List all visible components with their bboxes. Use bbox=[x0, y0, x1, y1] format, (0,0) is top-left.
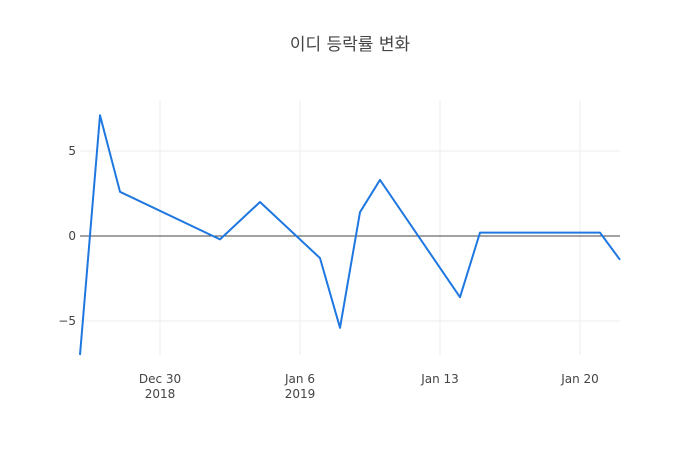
grid-layer bbox=[80, 100, 620, 355]
x-tick-label: Dec 30 bbox=[139, 372, 181, 386]
series-line bbox=[79, 114, 621, 356]
x-tick-sublabel: 2018 bbox=[145, 387, 176, 401]
x-tick-label: Jan 20 bbox=[560, 372, 599, 386]
x-tick-label: Jan 6 bbox=[284, 372, 315, 386]
series-layer bbox=[79, 114, 621, 356]
chart-title: 이디 등락률 변화 bbox=[289, 35, 411, 55]
y-tick-label: 0 bbox=[68, 229, 76, 243]
y-tick-label: 5 bbox=[68, 144, 76, 158]
x-tick-sublabel: 2019 bbox=[285, 387, 316, 401]
y-tick-label: −5 bbox=[58, 314, 76, 328]
x-tick-label: Jan 13 bbox=[420, 372, 459, 386]
